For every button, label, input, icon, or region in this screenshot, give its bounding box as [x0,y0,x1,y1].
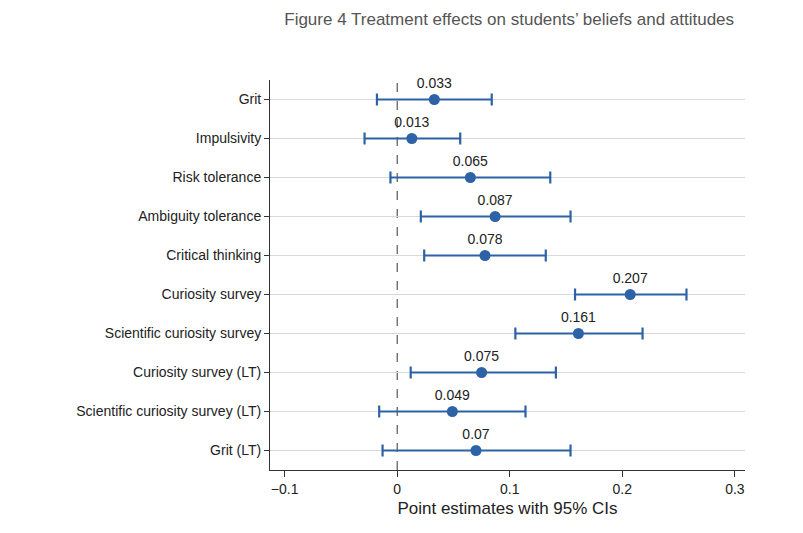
svg-text:0.161: 0.161 [561,309,596,325]
svg-text:0.065: 0.065 [453,153,488,169]
svg-text:Curiosity survey (LT): Curiosity survey (LT) [133,364,261,380]
svg-text:Curiosity survey: Curiosity survey [162,286,262,302]
svg-text:Scientific curiosity survey (L: Scientific curiosity survey (LT) [76,403,261,419]
svg-text:0.049: 0.049 [435,387,470,403]
svg-text:0.207: 0.207 [613,270,648,286]
svg-text:Ambiguity tolerance: Ambiguity tolerance [138,208,261,224]
svg-text:0.07: 0.07 [462,426,489,442]
svg-text:Impulsivity: Impulsivity [196,130,261,146]
svg-text:0.087: 0.087 [478,192,513,208]
svg-text:−0.1: −0.1 [271,481,299,497]
svg-text:Grit (LT): Grit (LT) [210,442,261,458]
svg-text:0.075: 0.075 [464,348,499,364]
svg-text:Critical thinking: Critical thinking [166,247,261,263]
svg-text:Risk tolerance: Risk tolerance [172,169,261,185]
svg-text:0.013: 0.013 [394,114,429,130]
svg-text:Point estimates with 95% CIs: Point estimates with 95% CIs [397,499,617,518]
svg-text:Scientific curiosity survey: Scientific curiosity survey [105,325,261,341]
svg-text:0.2: 0.2 [613,481,633,497]
svg-text:0.033: 0.033 [417,75,452,91]
svg-text:Grit: Grit [239,91,262,107]
svg-text:0.3: 0.3 [725,481,745,497]
svg-text:Figure 4 Treatment effects on: Figure 4 Treatment effects on students’ … [284,10,734,29]
svg-text:0.1: 0.1 [500,481,520,497]
svg-text:0: 0 [393,481,401,497]
svg-text:0.078: 0.078 [467,231,502,247]
